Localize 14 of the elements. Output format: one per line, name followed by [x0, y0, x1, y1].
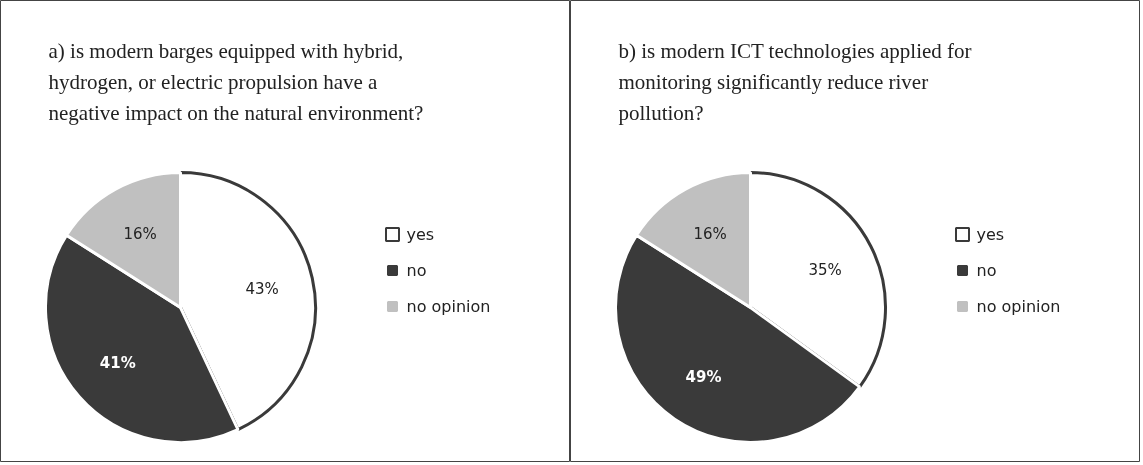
- legend-label: yes: [406, 225, 435, 244]
- data-label: 41%: [99, 353, 136, 372]
- data-label: 35%: [808, 260, 842, 279]
- chart-title: a) is modern barges equipped with hybrid, hydrogen, or electric propulsion have a negative impact on the natural environment?: [48, 38, 424, 125]
- legend-label: no opinion: [976, 297, 1061, 316]
- legend-label: no opinion: [406, 297, 491, 316]
- data-label: 16%: [123, 225, 157, 244]
- data-label: 49%: [685, 367, 722, 386]
- data-label: 16%: [693, 225, 727, 244]
- legend-label: no: [976, 261, 997, 280]
- chart-title: b) is modern ICT technologies applied for monitoring significantly reduce river pollution?: [618, 38, 972, 125]
- legend-label: yes: [976, 225, 1005, 244]
- data-label: 43%: [245, 280, 279, 299]
- legend-label: no: [406, 261, 427, 280]
